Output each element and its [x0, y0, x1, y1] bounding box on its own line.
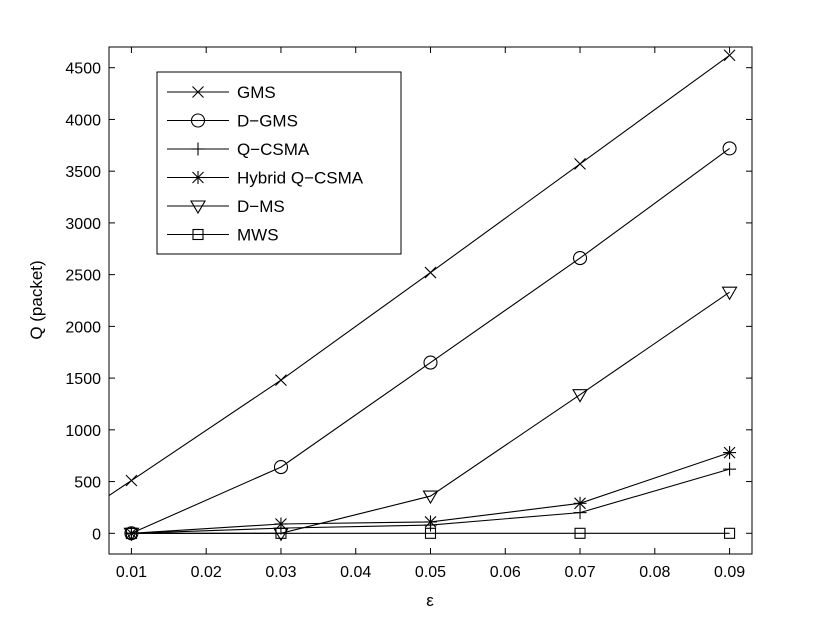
legend-entry-mws: MWS	[167, 226, 279, 245]
data-point-gms	[125, 474, 138, 487]
legend-label: D−GMS	[237, 112, 298, 131]
data-point-q-csma	[723, 462, 737, 476]
y-tick-label: 1000	[65, 423, 101, 440]
legend-label: GMS	[237, 83, 276, 102]
y-axis-title: Q (packet)	[27, 260, 46, 339]
data-point-hybrid-q-csma	[723, 446, 737, 460]
legend-marker-d-gms	[190, 113, 206, 128]
legend-marker-q-csma	[191, 142, 205, 156]
data-point-mws	[275, 527, 287, 539]
data-point-d-ms	[721, 286, 738, 301]
y-tick-label: 1500	[65, 371, 101, 388]
legend-marker-d-ms	[190, 200, 206, 215]
data-point-hybrid-q-csma	[573, 496, 587, 510]
x-tick-label: 0.01	[116, 564, 147, 581]
y-axis: 0 500 1000 1500 2000 2500 3000 3500 4000 4500	[65, 61, 752, 543]
x-tick-label: 0.04	[340, 564, 371, 581]
legend-entry-hybrid-q-csma: Hybrid Q−CSMA	[167, 169, 364, 188]
legend-entry-d-gms: D−GMS	[167, 112, 298, 131]
series-line-gms	[108, 54, 730, 497]
data-point-gms	[424, 266, 437, 279]
legend-label: MWS	[237, 226, 279, 245]
data-point-gms	[275, 374, 287, 387]
data-point-mws	[574, 527, 586, 539]
legend-marker-hybrid-q-csma	[191, 171, 205, 184]
x-tick-label: 0.05	[415, 564, 446, 581]
x-tick-label: 0.02	[191, 564, 222, 581]
series-line-d-ms	[131, 291, 730, 534]
x-tick-label: 0.07	[564, 564, 595, 581]
x-tick-label: 0.06	[490, 564, 521, 581]
data-point-gms	[574, 158, 586, 170]
data-point-d-ms	[422, 490, 439, 505]
legend-box	[156, 71, 402, 255]
x-axis: 0.01 0.02 0.03 0.04 0.05 0.06 0.07 0.08 0.09	[116, 47, 745, 581]
data-point-d-ms	[572, 389, 588, 403]
legend-label: Hybrid Q−CSMA	[237, 169, 364, 188]
x-tick-label: 0.08	[639, 564, 670, 581]
plot-markers	[123, 49, 738, 542]
y-tick-label: 2500	[65, 268, 101, 285]
data-point-mws	[724, 527, 736, 539]
x-tick-label: 0.09	[714, 564, 745, 581]
data-point-hybrid-q-csma	[274, 517, 288, 531]
data-point-d-gms	[423, 355, 438, 370]
data-point-d-gms	[273, 460, 289, 475]
y-tick-label: 0	[92, 526, 101, 543]
y-tick-label: 4000	[65, 112, 101, 129]
data-point-d-gms	[722, 141, 737, 156]
x-tick-label: 0.03	[265, 564, 296, 581]
legend-marker-mws	[192, 228, 204, 241]
y-tick-label: 4500	[65, 61, 101, 78]
y-tick-label: 2000	[65, 319, 101, 336]
y-tick-label: 3000	[65, 216, 101, 233]
data-point-hybrid-q-csma	[424, 515, 437, 529]
data-point-gms	[723, 49, 736, 62]
legend: GMS D−GMS Q−CSMA Hybrid Q−CSMA D−MS MWS	[156, 71, 402, 255]
legend-entry-gms: GMS	[167, 83, 276, 102]
data-point-mws	[125, 527, 137, 539]
y-tick-label: 3500	[65, 164, 101, 181]
legend-entry-d-ms: D−MS	[167, 197, 285, 216]
data-point-d-gms	[572, 251, 588, 266]
series-line-d-gms	[131, 147, 730, 534]
data-point-mws	[424, 527, 437, 539]
legend-marker-gms	[192, 86, 204, 98]
y-tick-label: 500	[74, 475, 101, 492]
legend-label: Q−CSMA	[237, 140, 310, 159]
x-axis-title: ε	[426, 591, 434, 610]
legend-entry-q-csma: Q−CSMA	[167, 140, 310, 159]
legend-label: D−MS	[237, 197, 285, 216]
